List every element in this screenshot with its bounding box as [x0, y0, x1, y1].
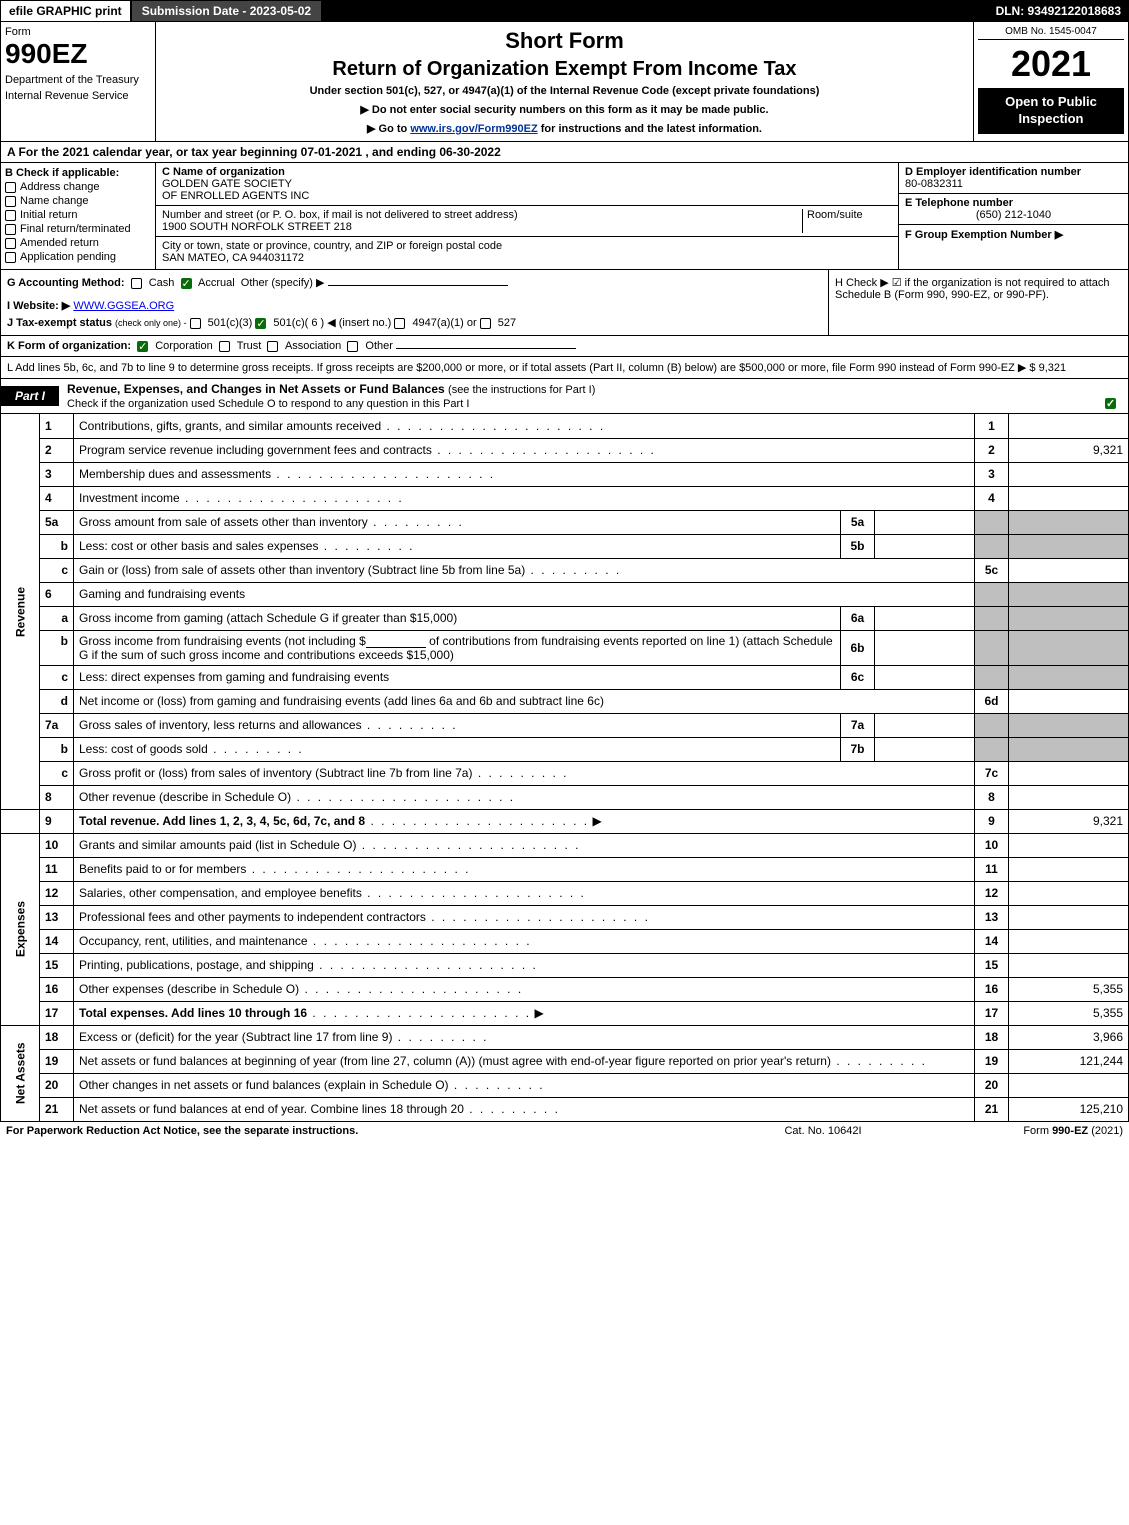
g-label: G Accounting Method:	[7, 277, 125, 289]
sidebar-expenses: Expenses	[1, 833, 40, 1025]
part1-subtitle: (see the instructions for Part I)	[448, 384, 595, 396]
part1-table: Revenue 1 Contributions, gifts, grants, …	[0, 414, 1129, 1122]
j-label: J Tax-exempt status	[7, 317, 112, 329]
omb-number: OMB No. 1545-0047	[978, 26, 1124, 40]
instr-no-ssn: ▶ Do not enter social security numbers o…	[162, 103, 967, 116]
d-ein-value: 80-0832311	[905, 178, 963, 190]
part1-check-line: Check if the organization used Schedule …	[67, 398, 469, 410]
chk-trust[interactable]	[219, 341, 230, 352]
org-address: 1900 SOUTH NORFOLK STREET 218	[162, 221, 352, 233]
section-bcdef: B Check if applicable: Address change Na…	[0, 163, 1129, 270]
box-b-header: B Check if applicable:	[5, 167, 151, 179]
cat-no: Cat. No. 10642I	[723, 1125, 923, 1137]
sidebar-revenue: Revenue	[1, 414, 40, 809]
row-l: L Add lines 5b, 6c, and 7b to line 9 to …	[0, 357, 1129, 379]
return-title: Return of Organization Exempt From Incom…	[162, 58, 967, 81]
row-a-tax-year: A For the 2021 calendar year, or tax yea…	[0, 142, 1129, 163]
chk-address-change[interactable]: Address change	[5, 181, 151, 193]
6b-blank	[366, 636, 426, 648]
chk-association[interactable]	[267, 341, 278, 352]
dln-label: DLN: 93492122018683	[996, 4, 1129, 18]
part1-header: Part I Revenue, Expenses, and Changes in…	[0, 379, 1129, 414]
chk-amended-return[interactable]: Amended return	[5, 237, 151, 249]
part1-title: Revenue, Expenses, and Changes in Net As…	[67, 382, 445, 396]
row-k: K Form of organization: Corporation Trus…	[0, 336, 1129, 357]
c-addr-label: Number and street (or P. O. box, if mail…	[162, 209, 518, 221]
chk-527[interactable]	[480, 318, 491, 329]
chk-accrual[interactable]	[181, 278, 192, 289]
chk-name-change[interactable]: Name change	[5, 195, 151, 207]
page-footer: For Paperwork Reduction Act Notice, see …	[0, 1122, 1129, 1140]
section-subtitle: Under section 501(c), 527, or 4947(a)(1)…	[162, 85, 967, 97]
form-ref: Form 990-EZ (2021)	[923, 1125, 1123, 1137]
part1-tab: Part I	[1, 386, 59, 406]
header-left: Form 990EZ Department of the Treasury In…	[1, 22, 156, 141]
efile-print-label: efile GRAPHIC print	[0, 0, 131, 22]
submission-date-label: Submission Date - 2023-05-02	[131, 0, 322, 22]
form-number: 990EZ	[5, 38, 151, 70]
chk-501c3[interactable]	[190, 318, 201, 329]
chk-schedule-o[interactable]	[1105, 398, 1116, 409]
short-form-title: Short Form	[162, 28, 967, 54]
i-label: I Website: ▶	[7, 300, 70, 312]
chk-final-return[interactable]: Final return/terminated	[5, 223, 151, 235]
chk-501c[interactable]	[255, 318, 266, 329]
h-box: H Check ▶ ☑ if the organization is not r…	[828, 270, 1128, 335]
org-city: SAN MATEO, CA 944031172	[162, 252, 304, 264]
room-suite-label: Room/suite	[807, 209, 863, 221]
other-specify-blank	[328, 285, 508, 286]
chk-other-org[interactable]	[347, 341, 358, 352]
l-value: 9,321	[1039, 362, 1067, 374]
chk-application-pending[interactable]: Application pending	[5, 251, 151, 263]
paperwork-notice: For Paperwork Reduction Act Notice, see …	[6, 1125, 723, 1137]
instr-goto: ▶ Go to www.irs.gov/Form990EZ for instru…	[162, 122, 967, 135]
other-org-blank	[396, 348, 576, 349]
e-phone-label: E Telephone number	[905, 197, 1013, 209]
org-name-2: OF ENROLLED AGENTS INC	[162, 190, 309, 202]
dept-treasury: Department of the Treasury	[5, 74, 151, 86]
tax-year: 2021	[978, 46, 1124, 82]
form-word: Form	[5, 26, 151, 38]
org-name-1: GOLDEN GATE SOCIETY	[162, 178, 292, 190]
chk-4947[interactable]	[394, 318, 405, 329]
c-name-label: C Name of organization	[162, 166, 285, 178]
box-c: C Name of organization GOLDEN GATE SOCIE…	[156, 163, 898, 269]
box-b: B Check if applicable: Address change Na…	[1, 163, 156, 269]
d-ein-label: D Employer identification number	[905, 166, 1081, 178]
sidebar-netassets: Net Assets	[1, 1025, 40, 1121]
chk-cash[interactable]	[131, 278, 142, 289]
irs-link[interactable]: www.irs.gov/Form990EZ	[410, 123, 537, 135]
chk-initial-return[interactable]: Initial return	[5, 209, 151, 221]
e-phone-value: (650) 212-1040	[905, 209, 1122, 221]
website-link[interactable]: WWW.GGSEA.ORG	[73, 300, 174, 312]
h-text: H Check ▶ ☑ if the organization is not r…	[835, 277, 1110, 301]
form-header: Form 990EZ Department of the Treasury In…	[0, 22, 1129, 142]
chk-corporation[interactable]	[137, 341, 148, 352]
f-group-label: F Group Exemption Number ▶	[905, 229, 1063, 241]
row-g-h: G Accounting Method: Cash Accrual Other …	[0, 270, 1129, 336]
c-city-label: City or town, state or province, country…	[162, 240, 502, 252]
k-label: K Form of organization:	[7, 340, 131, 352]
header-right: OMB No. 1545-0047 2021 Open to Public In…	[973, 22, 1128, 141]
irs-label: Internal Revenue Service	[5, 90, 151, 102]
l-arrow: ▶ $	[1018, 362, 1036, 374]
instr-goto-pre: ▶ Go to	[367, 123, 410, 135]
header-center: Short Form Return of Organization Exempt…	[156, 22, 973, 141]
topbar: efile GRAPHIC print Submission Date - 20…	[0, 0, 1129, 22]
box-def: D Employer identification number 80-0832…	[898, 163, 1128, 269]
l-text: L Add lines 5b, 6c, and 7b to line 9 to …	[7, 362, 1015, 374]
open-public-box: Open to Public Inspection	[978, 88, 1124, 134]
instr-goto-post: for instructions and the latest informat…	[538, 123, 762, 135]
